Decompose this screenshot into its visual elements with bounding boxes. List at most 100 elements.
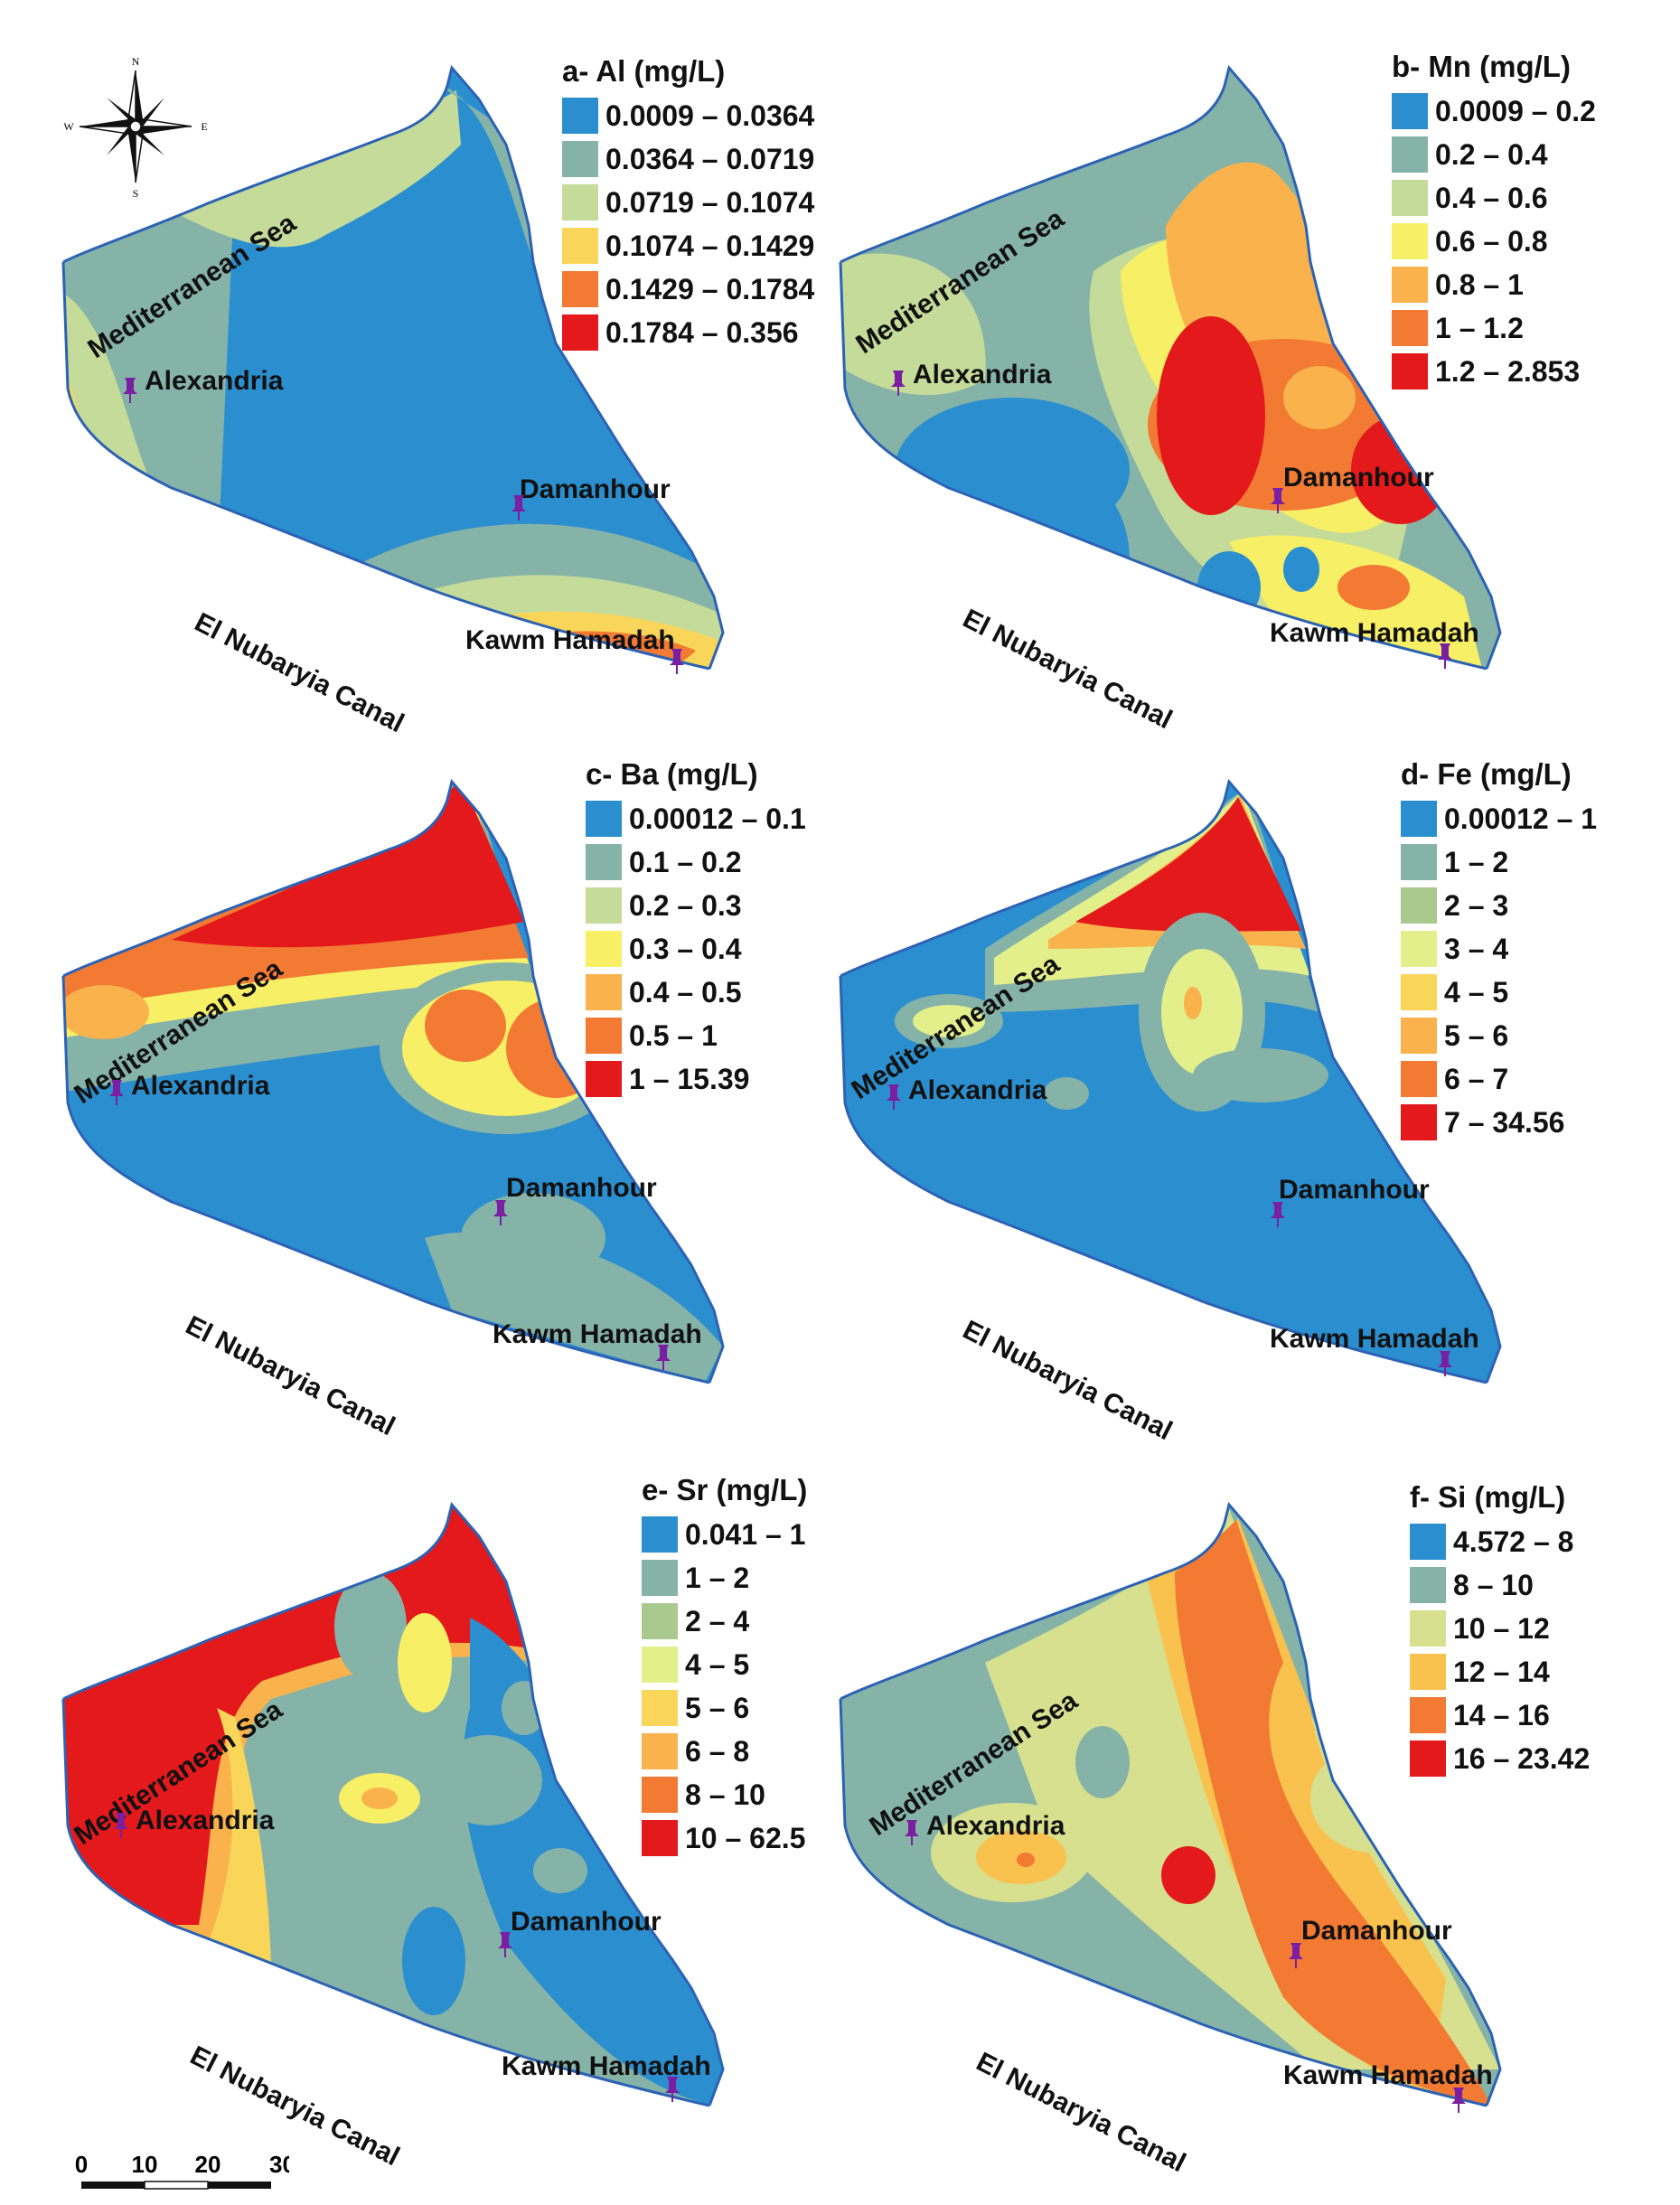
legend-swatch: [586, 801, 622, 837]
damanhour-pin-icon: [1271, 488, 1285, 513]
alexandria-label: Alexandria: [908, 1075, 1047, 1105]
legend-label: 0.00012 – 1: [1444, 802, 1598, 835]
legend-swatch: [562, 271, 598, 307]
damanhour-pin-icon: [493, 1200, 508, 1225]
legend-swatch: [642, 1820, 678, 1856]
legend-label: 8 – 10: [1453, 1568, 1534, 1601]
legend-label: 4 – 5: [685, 1647, 750, 1681]
legend-row: 5 – 6: [1401, 1014, 1597, 1057]
damanhour-label: Damanhour: [1301, 1916, 1452, 1946]
legend-swatch: [642, 1560, 678, 1596]
legend-row: 8 – 10: [1410, 1563, 1590, 1607]
alexandria-label: Alexandria: [913, 360, 1052, 389]
scale-bar: 0 10 20 30 Km: [75, 2151, 289, 2190]
legend-label: 4 – 5: [1444, 975, 1509, 1009]
legend-label: 0.4 – 0.5: [629, 975, 742, 1009]
legend-label: 1 – 1.2: [1435, 311, 1524, 344]
legend-label: 0.4 – 0.6: [1435, 181, 1548, 214]
kawm-hamadah-pin-icon: [665, 2077, 680, 2102]
legend-label: 10 – 62.5: [685, 1821, 806, 1854]
legend-row: 0.0009 – 0.2: [1392, 89, 1596, 133]
legend-row: 0.0364 – 0.0719: [562, 137, 814, 181]
legend-label: 1 – 2: [685, 1561, 750, 1594]
legend-label: 5 – 6: [1444, 1018, 1509, 1052]
legend-row: 1 – 1.2: [1392, 306, 1596, 350]
alexandria-pin-icon: [905, 1820, 919, 1845]
legend-row: 1 – 15.39: [586, 1057, 806, 1101]
legend-swatch: [562, 228, 598, 264]
legend-row: 0.5 – 1: [586, 1014, 806, 1057]
panel-e-sr: Mediterranean Sea Alexandria Damanhour K…: [0, 1437, 813, 2172]
legend-swatch: [1401, 844, 1437, 880]
legend-swatch: [562, 98, 598, 134]
legend-row: 0.0719 – 0.1074: [562, 181, 814, 224]
legend-row: 0.2 – 0.3: [586, 884, 806, 927]
alexandria-label: Alexandria: [145, 366, 284, 396]
legend-swatch: [642, 1603, 678, 1639]
legend-row: 0.1074 – 0.1429: [562, 224, 814, 267]
legend-swatch: [642, 1690, 678, 1726]
damanhour-label: Damanhour: [511, 1907, 662, 1937]
panel-f-si: Mediterranean Sea Alexandria Damanhour K…: [777, 1437, 1591, 2178]
legend-label: 0.8 – 1: [1435, 267, 1524, 301]
legend-row: 0.8 – 1: [1392, 263, 1596, 306]
alexandria-pin-icon: [887, 1084, 901, 1110]
kawm-hamadah-label: Kawm Hamadah: [1270, 618, 1479, 648]
legend-title: e- Sr (mg/L): [642, 1473, 808, 1506]
legend-swatch: [562, 141, 598, 177]
legend-a: a- Al (mg/L) 0.0009 – 0.0364 0.0364 – 0.0…: [562, 54, 814, 354]
kawm-hamadah-label: Kawm Hamadah: [493, 1319, 702, 1349]
kawm-hamadah-pin-icon: [1438, 643, 1452, 669]
alexandria-pin-icon: [109, 1080, 124, 1105]
panel-b-mn: Mediterranean Sea Alexandria Damanhour K…: [777, 0, 1596, 735]
alexandria-label: Alexandria: [131, 1071, 270, 1101]
legend-row: 5 – 6: [642, 1686, 807, 1730]
alexandria-label: Alexandria: [136, 1806, 275, 1835]
legend-row: 10 – 62.5: [642, 1816, 807, 1860]
legend-e: e- Sr (mg/L) 0.041 – 1 1 – 2 2 – 4 4 – 5 5 –…: [642, 1473, 807, 1860]
legend-row: 0.00012 – 0.1: [586, 797, 806, 840]
damanhour-label: Damanhour: [506, 1173, 657, 1203]
legend-row: 4 – 5: [642, 1643, 807, 1686]
legend-row: 0.4 – 0.6: [1392, 176, 1596, 220]
legend-label: 1 – 2: [1444, 845, 1509, 878]
legend-row: 2 – 3: [1401, 884, 1597, 927]
alexandria-pin-icon: [123, 378, 137, 403]
legend-swatch: [1410, 1524, 1446, 1560]
legend-swatch: [1401, 931, 1437, 967]
map-a: [61, 64, 725, 671]
map-f: [839, 1501, 1502, 2107]
alexandria-pin-icon: [891, 371, 906, 396]
legend-swatch: [562, 184, 598, 220]
compass-w: W: [63, 120, 74, 133]
legend-label: 0.6 – 0.8: [1435, 224, 1548, 258]
legend-row: 14 – 16: [1410, 1694, 1590, 1737]
legend-swatch: [642, 1777, 678, 1813]
legend-swatch: [1392, 267, 1428, 303]
legend-swatch: [1410, 1610, 1446, 1647]
legend-swatch: [642, 1516, 678, 1553]
scale-tick-0: 0: [75, 2151, 88, 2178]
legend-row: 2 – 4: [642, 1600, 807, 1643]
legend-title: a- Al (mg/L): [562, 54, 726, 88]
legend-row: 12 – 14: [1410, 1650, 1590, 1694]
kawm-hamadah-label: Kawm Hamadah: [1283, 2060, 1493, 2090]
legend-swatch: [1410, 1741, 1446, 1777]
legend-swatch: [1410, 1567, 1446, 1603]
legend-row: 1 – 2: [642, 1556, 807, 1600]
legend-label: 0.0009 – 0.0364: [605, 99, 815, 132]
kawm-hamadah-pin-icon: [1438, 1351, 1452, 1376]
legend-label: 0.2 – 0.3: [629, 888, 742, 922]
scale-tick-20: 20: [195, 2151, 221, 2178]
legend-row: 16 – 23.42: [1410, 1737, 1590, 1780]
kawm-hamadah-label: Kawm Hamadah: [1270, 1324, 1479, 1354]
legend-row: 7 – 34.56: [1401, 1101, 1597, 1144]
legend-row: 0.00012 – 1: [1401, 797, 1597, 840]
legend-row: 4 – 5: [1401, 971, 1597, 1014]
legend-swatch: [586, 931, 622, 967]
legend-swatch: [1401, 1018, 1437, 1054]
legend-f: f- Si (mg/L) 4.572 – 8 8 – 10 10 – 12 12 – …: [1410, 1480, 1590, 1780]
damanhour-label: Damanhour: [1279, 1175, 1430, 1205]
legend-swatch: [1410, 1654, 1446, 1690]
legend-swatch: [586, 887, 622, 924]
